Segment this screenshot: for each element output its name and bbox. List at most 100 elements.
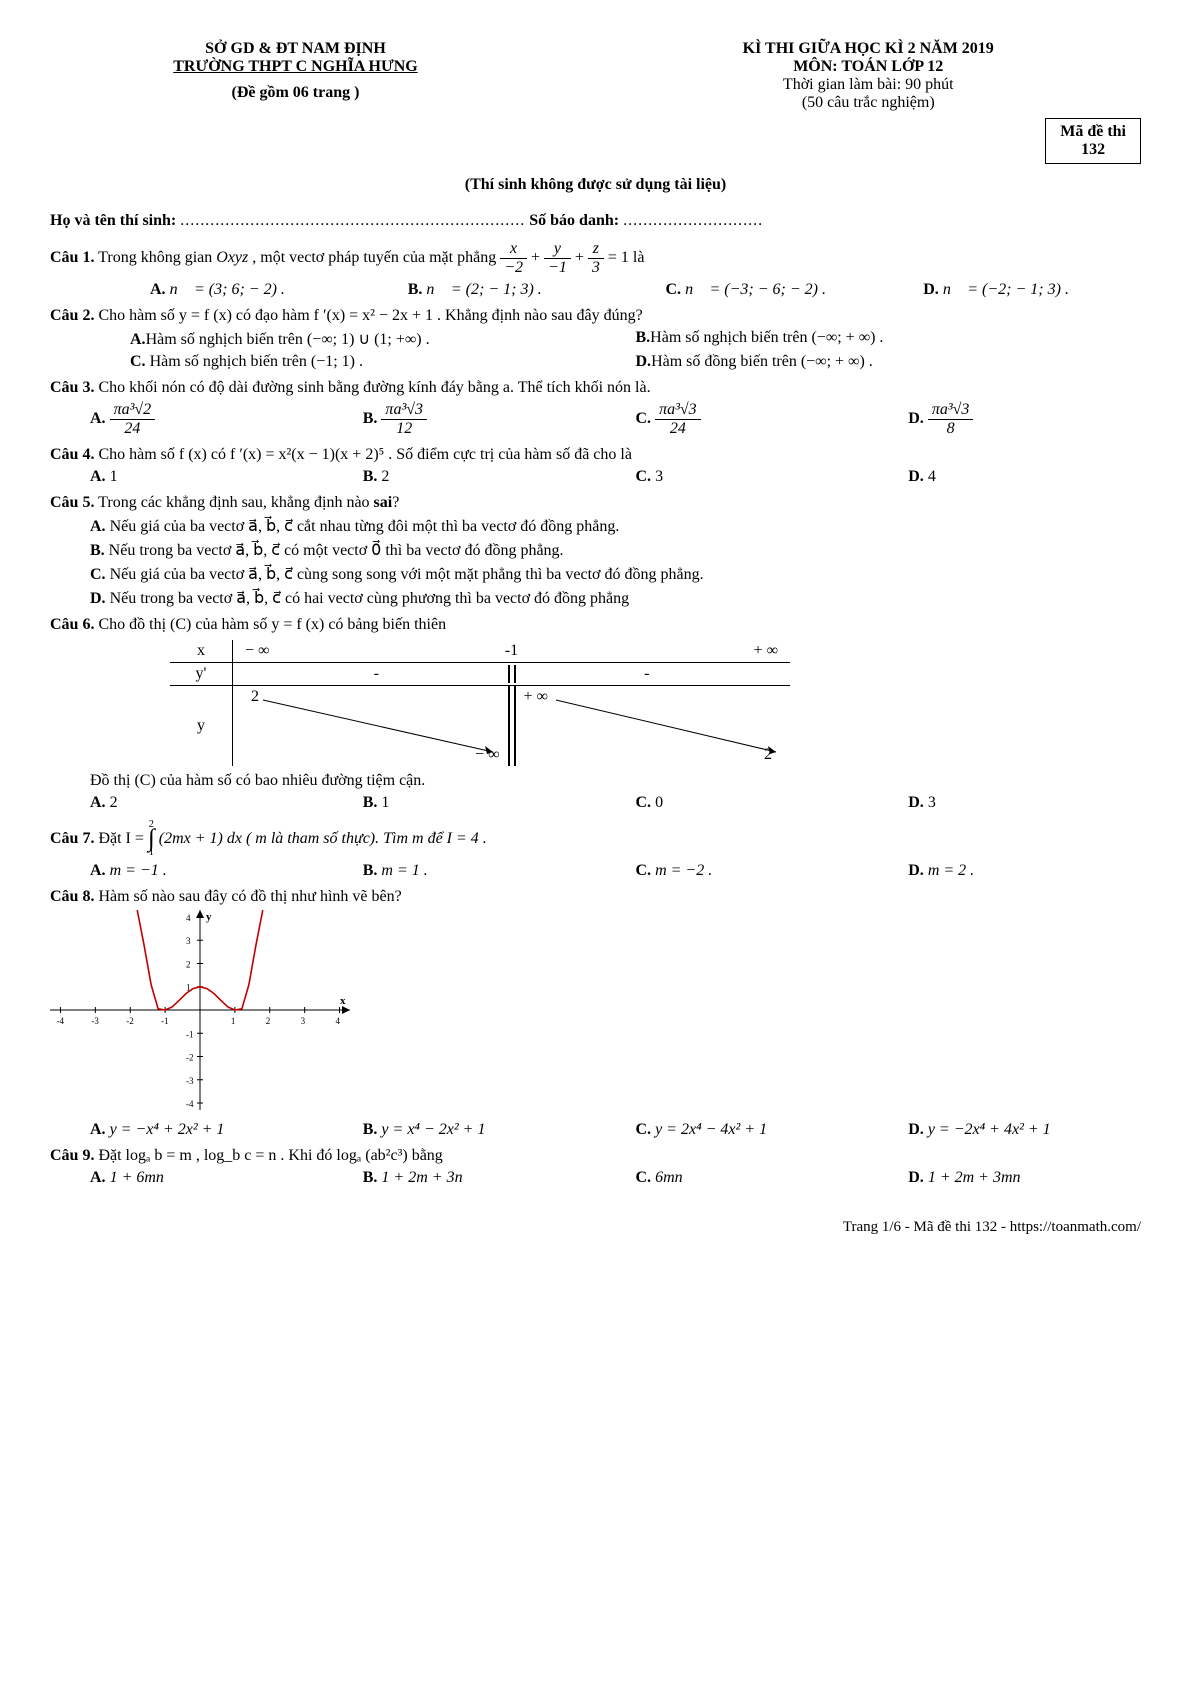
org-top: SỞ GD & ĐT NAM ĐỊNH <box>50 40 541 58</box>
q5-options: A. Nếu giá của ba vectơ a⃗, b⃗, c⃗ cắt n… <box>50 514 1141 610</box>
name-line: Họ và tên thí sinh: ....................… <box>50 212 1141 230</box>
question-6: Câu 6. Cho đồ thị (C) của hàm số y = f (… <box>50 616 1141 634</box>
q6-D: D. 3 <box>868 792 1141 814</box>
svg-text:-2: -2 <box>126 1016 134 1026</box>
bbt-x-0: − ∞ <box>245 642 269 660</box>
question-2: Câu 2. Cho hàm số y = f (x) có đạo hàm f… <box>50 307 1141 325</box>
bbt-yp-1: - <box>516 665 779 683</box>
name-dots: ........................................… <box>180 212 525 229</box>
q3-B: B. πa³√312 <box>323 399 596 440</box>
bbt-y-mid-low: − ∞ <box>475 746 499 764</box>
q7-D: D. m = 2 . <box>868 860 1141 882</box>
name-label: Họ và tên thí sinh: <box>50 212 180 229</box>
q9-options: A. 1 + 6mn B. 1 + 2m + 3n C. 6mn D. 1 + … <box>50 1167 1141 1189</box>
q6-stem: Cho đồ thị (C) của hàm số y = f (x) có b… <box>98 616 446 633</box>
header-left: SỞ GD & ĐT NAM ĐỊNH TRƯỜNG THPT C NGHĨA … <box>50 40 541 164</box>
q1-A: A. n⃗ = (3; 6; − 2) . <box>110 279 368 301</box>
school-name: TRƯỜNG THPT C NGHĨA HƯNG <box>50 58 541 76</box>
q6-C: C. 0 <box>596 792 869 814</box>
question-9: Câu 9. Đặt logₐ b = m , log_b c = n . Kh… <box>50 1147 1141 1165</box>
bbt-yp-0: - <box>245 665 508 683</box>
q8-graph: xy-4-3-2-11234-4-3-2-11234 <box>50 910 1141 1115</box>
exam-numq: (50 câu trắc nghiệm) <box>596 94 1142 112</box>
notice: (Thí sinh không được sử dụng tài liệu) <box>50 176 1141 194</box>
q2-options: A.Hàm số nghịch biến trên (−∞; 1) ∪ (1; … <box>50 327 1141 373</box>
q3-A: A. πa³√224 <box>50 399 323 440</box>
q7-stem-a: Đặt I = <box>98 830 147 847</box>
header-right: KÌ THI GIỮA HỌC KÌ 2 NĂM 2019 MÔN: TOÁN … <box>596 40 1142 164</box>
q1-C: C. n⃗ = (−3; − 6; − 2) . <box>626 279 884 301</box>
q7-A: A. m = −1 . <box>50 860 323 882</box>
code-label: Mã đề thi <box>1060 123 1126 141</box>
q8-stem: Hàm số nào sau đây có đồ thị như hình vẽ… <box>98 888 401 905</box>
q1-B: B. n⃗ = (2; − 1; 3) . <box>368 279 626 301</box>
svg-text:4: 4 <box>336 1016 341 1026</box>
q6-tail: Đồ thị (C) của hàm số có bao nhiêu đường… <box>90 772 1141 790</box>
code-value: 132 <box>1060 141 1126 159</box>
q6-label: Câu 6. <box>50 616 94 633</box>
q1-frac1: x−2 <box>500 240 527 277</box>
bbt-y-end: 2 <box>764 746 772 764</box>
svg-text:-1: -1 <box>186 1030 194 1040</box>
q1-label: Câu 1. <box>50 249 94 266</box>
q1-frac2: y−1 <box>544 240 571 277</box>
q7-B: B. m = 1 . <box>323 860 596 882</box>
question-3: Câu 3. Cho khối nón có độ dài đường sinh… <box>50 379 1141 397</box>
question-8: Câu 8. Hàm số nào sau đây có đồ thị như … <box>50 888 1141 906</box>
q3-stem: Cho khối nón có độ dài đường sinh bằng đ… <box>98 379 650 396</box>
q4-C: C. 3 <box>596 466 869 488</box>
q2-B: B.Hàm số nghịch biến trên (−∞; + ∞) . <box>596 327 1142 351</box>
q1-tail: = 1 là <box>608 249 645 266</box>
pages-note: (Đề gồm 06 trang ) <box>50 84 541 102</box>
q7-label: Câu 7. <box>50 830 94 847</box>
exam-subject: MÔN: TOÁN LỚP 12 <box>596 58 1142 76</box>
sbd-label: Số báo danh: <box>529 212 623 229</box>
bbt-arrow-right-icon <box>516 686 791 766</box>
q3-options: A. πa³√224 B. πa³√312 C. πa³√324 D. πa³√… <box>50 399 1141 440</box>
svg-text:4: 4 <box>186 913 191 923</box>
q5-B: B. Nếu trong ba vectơ a⃗, b⃗, c⃗ có một … <box>50 538 1141 562</box>
svg-text:-3: -3 <box>186 1076 194 1086</box>
q1-options: A. n⃗ = (3; 6; − 2) . B. n⃗ = (2; − 1; 3… <box>50 279 1141 301</box>
quartic-graph-icon: xy-4-3-2-11234-4-3-2-11234 <box>50 910 350 1110</box>
q6-options: A. 2 B. 1 C. 0 D. 3 <box>50 792 1141 814</box>
q4-stem: Cho hàm số f (x) có f ′(x) = x²(x − 1)(x… <box>98 446 631 463</box>
question-5: Câu 5. Trong các khẳng định sau, khẳng đ… <box>50 494 1141 512</box>
q5-C: C. Nếu giá của ba vectơ a⃗, b⃗, c⃗ cùng … <box>50 562 1141 586</box>
exam-duration: Thời gian làm bài: 90 phút <box>596 76 1142 94</box>
q7-C: C. m = −2 . <box>596 860 869 882</box>
q1-stem-b: , một vectơ pháp tuyến của mặt phẳng <box>252 249 500 266</box>
svg-text:-2: -2 <box>186 1053 194 1063</box>
svg-text:-1: -1 <box>161 1016 169 1026</box>
q9-label: Câu 9. <box>50 1147 94 1164</box>
q5-label: Câu 5. <box>50 494 94 511</box>
q2-stem: Cho hàm số y = f (x) có đạo hàm f ′(x) =… <box>98 307 642 324</box>
svg-text:-4: -4 <box>56 1016 64 1026</box>
q6-B: B. 1 <box>323 792 596 814</box>
q8-A: A. y = −x⁴ + 2x² + 1 <box>50 1119 323 1141</box>
bbt-x-1: -1 <box>505 642 518 660</box>
q2-A: A.Hàm số nghịch biến trên (−∞; 1) ∪ (1; … <box>50 327 596 351</box>
q2-D: D.Hàm số đồng biến trên (−∞; + ∞) . <box>596 351 1142 373</box>
q9-C: C. 6mn <box>596 1167 869 1189</box>
svg-text:2: 2 <box>266 1016 271 1026</box>
q6-A: A. 2 <box>50 792 323 814</box>
exam-title: KÌ THI GIỮA HỌC KÌ 2 NĂM 2019 <box>596 40 1142 58</box>
q3-C: C. πa³√324 <box>596 399 869 440</box>
q7-stem-b: (2mx + 1) dx ( m là tham số thực). Tìm m… <box>159 830 487 847</box>
q8-label: Câu 8. <box>50 888 94 905</box>
q4-label: Câu 4. <box>50 446 94 463</box>
q9-A: A. 1 + 6mn <box>50 1167 323 1189</box>
sbd-dots: ............................ <box>623 212 763 229</box>
q8-B: B. y = x⁴ − 2x² + 1 <box>323 1119 596 1141</box>
q3-D: D. πa³√38 <box>868 399 1141 440</box>
header-row: SỞ GD & ĐT NAM ĐỊNH TRƯỜNG THPT C NGHĨA … <box>50 40 1141 164</box>
svg-text:3: 3 <box>186 936 191 946</box>
page-footer: Trang 1/6 - Mã đề thi 132 - https://toan… <box>50 1219 1141 1236</box>
q1-stem-a: Trong không gian <box>98 249 216 266</box>
question-1: Câu 1. Trong không gian Oxyz , một vectơ… <box>50 240 1141 277</box>
q4-A: A. 1 <box>50 466 323 488</box>
q8-D: D. y = −2x⁴ + 4x² + 1 <box>868 1119 1141 1141</box>
bbt-x-2: + ∞ <box>754 642 778 660</box>
q3-label: Câu 3. <box>50 379 94 396</box>
